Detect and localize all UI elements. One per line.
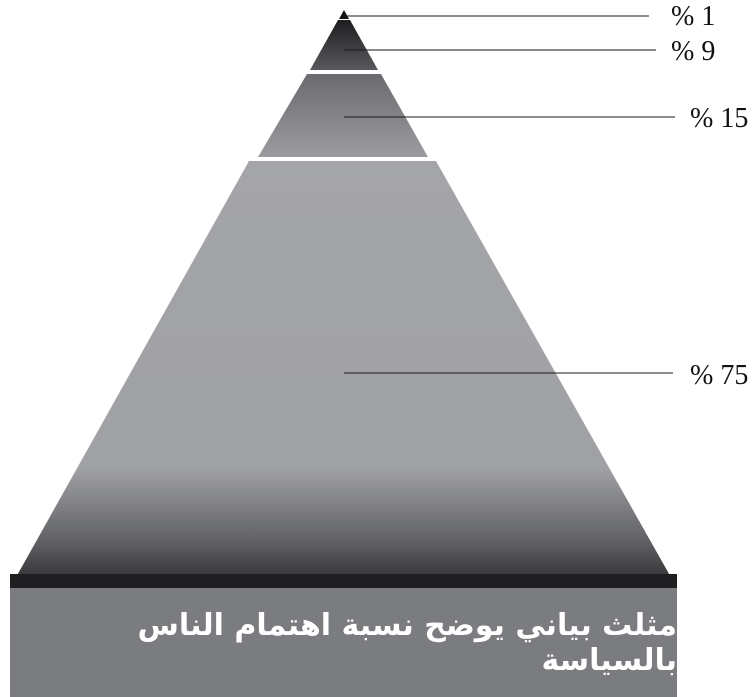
pyramid-tier-15 <box>258 74 428 157</box>
pyramid-tier-9 <box>310 20 378 70</box>
segment-label-15: % 15 <box>690 103 748 134</box>
pyramid-base-band <box>10 574 677 588</box>
segment-label-75: % 75 <box>690 360 748 391</box>
pyramid-tier-1 <box>339 10 349 19</box>
chart-caption-bar: مثلث بياني يوضح نسبة اهتمام الناس بالسيا… <box>10 588 677 697</box>
segment-label-9: % 9 <box>671 36 715 67</box>
pyramid-tier-75 <box>10 161 677 588</box>
chart-title: مثلث بياني يوضح نسبة اهتمام الناس بالسيا… <box>137 607 677 678</box>
segment-label-1: % 1 <box>671 1 715 32</box>
